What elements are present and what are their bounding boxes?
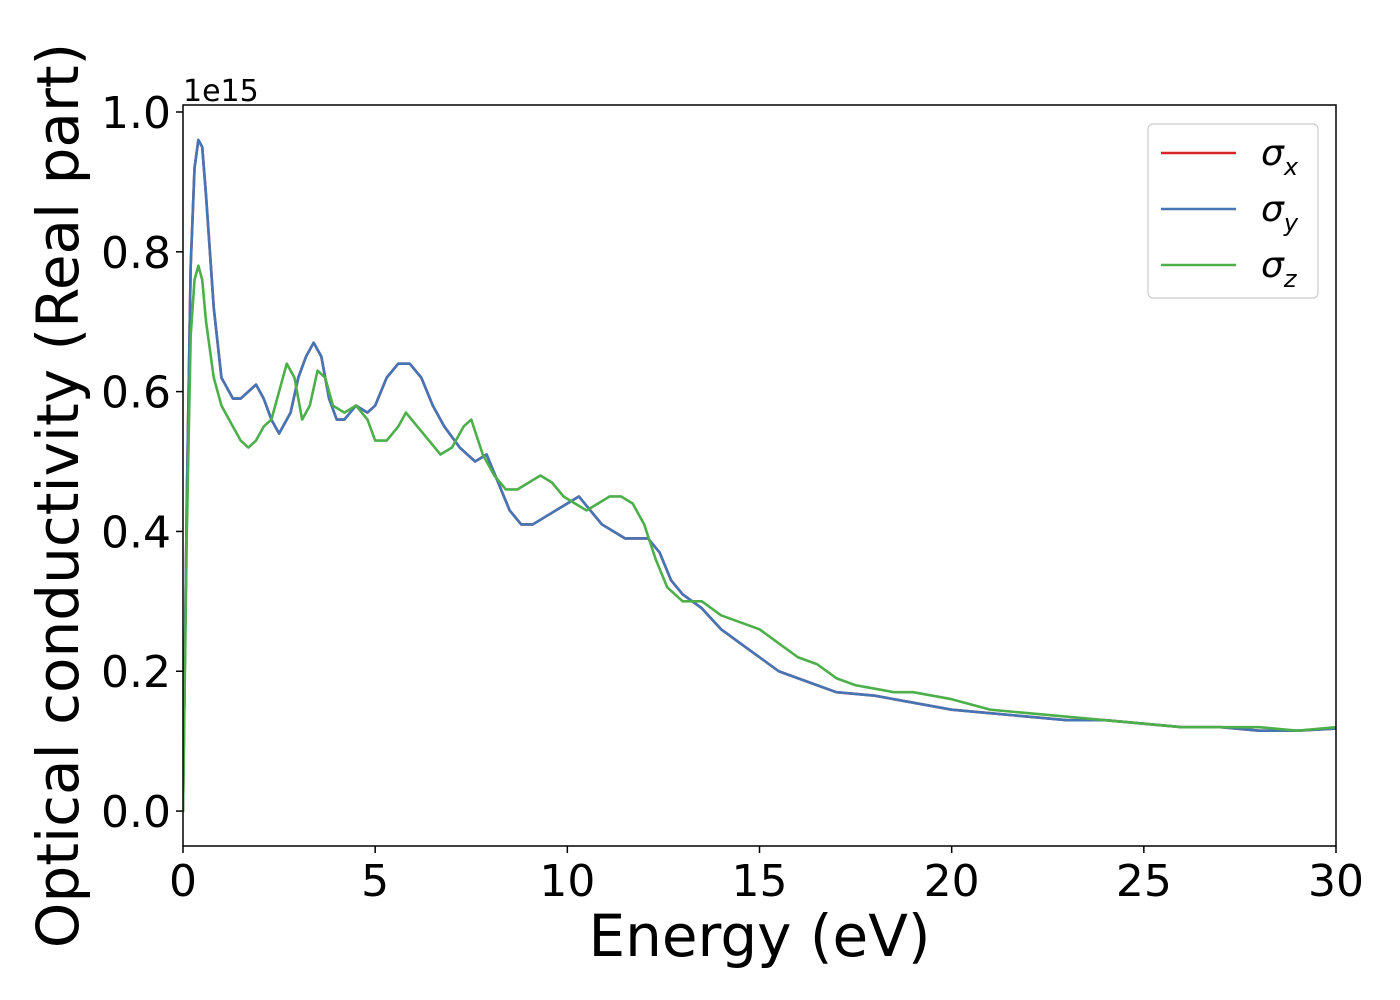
legend-symbol: σ <box>1261 245 1285 286</box>
x-tick-label: 10 <box>539 856 595 907</box>
y-axis-label: Optical conductivity (Real part) <box>24 43 92 948</box>
legend-label-z: σz <box>1261 245 1298 293</box>
x-tick-label: 30 <box>1308 856 1364 907</box>
y-offset-label: 1e15 <box>183 74 259 109</box>
legend-symbol: σ <box>1261 133 1285 174</box>
legend-label-y: σy <box>1261 189 1299 237</box>
legend-subscript: x <box>1283 153 1299 181</box>
legend-label-x: σx <box>1261 133 1299 181</box>
series-line-y <box>183 138 1336 813</box>
y-tick-label: 0.0 <box>101 787 171 838</box>
y-tick-label: 0.2 <box>101 647 171 698</box>
y-tick-label: 0.8 <box>101 228 171 279</box>
y-tick-label: 0.4 <box>101 507 171 558</box>
legend-subscript: y <box>1283 209 1299 237</box>
series-line-z <box>183 264 1336 813</box>
x-tick-label: 15 <box>732 856 788 907</box>
y-axis: 0.0 0.2 0.4 0.6 0.8 1.0 <box>101 88 183 838</box>
y-tick-label: 1.0 <box>101 88 171 139</box>
x-tick-label: 25 <box>1116 856 1172 907</box>
legend-box <box>1147 123 1319 299</box>
x-axis-label: Energy (eV) <box>588 902 930 970</box>
x-tick-label: 5 <box>361 856 389 907</box>
legend-symbol: σ <box>1261 189 1285 230</box>
y-tick-label: 0.6 <box>101 368 171 419</box>
x-tick-label: 20 <box>924 856 980 907</box>
plot-area <box>183 138 1336 813</box>
legend-subscript: z <box>1283 265 1298 293</box>
x-axis: 0 5 10 15 20 25 30 <box>169 846 1364 907</box>
x-tick-label: 0 <box>169 856 197 907</box>
